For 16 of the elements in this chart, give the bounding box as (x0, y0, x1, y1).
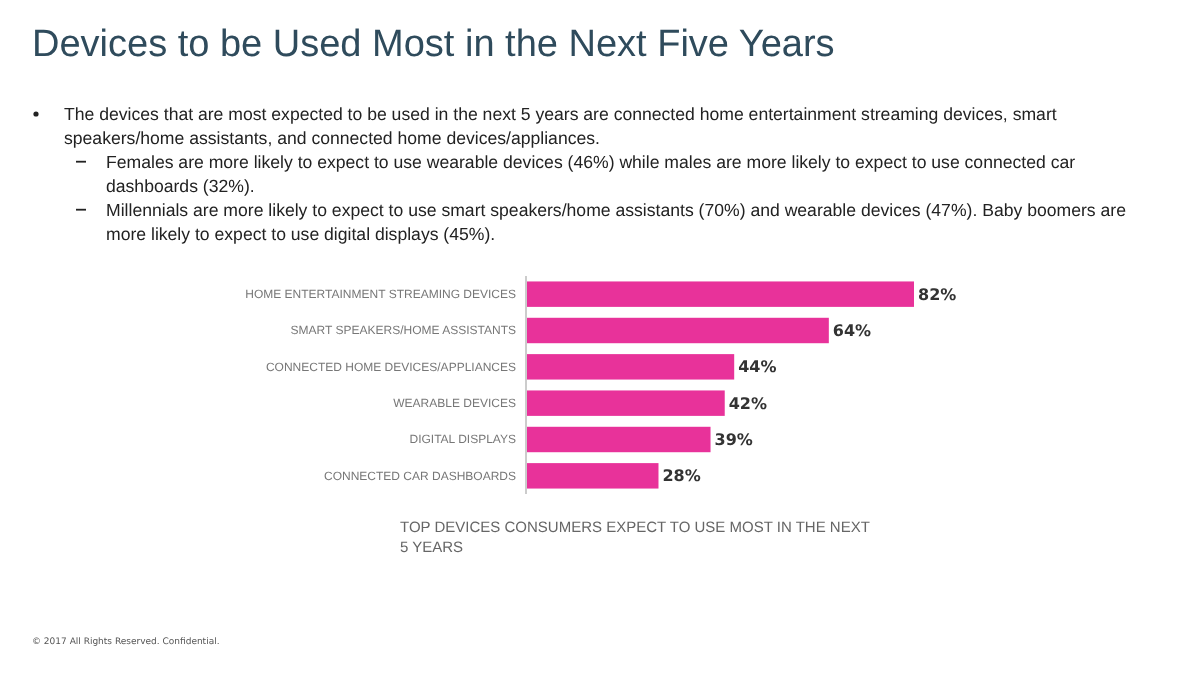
bar (526, 317, 829, 344)
data-label: 39% (714, 431, 753, 450)
data-label: 28% (662, 467, 701, 486)
bar (526, 463, 659, 489)
data-label: 42% (728, 394, 768, 413)
bar (526, 354, 735, 380)
data-label: 82% (918, 285, 957, 304)
text: The devices that are most expected to be used in the next 5 years are connected home entertainment streaming devices, smart speakers/home assistants, and connected home devices/appliances. (64, 104, 1058, 148)
data-label: 44% (738, 358, 777, 377)
bar (526, 281, 914, 307)
data-label: 64% (832, 322, 872, 341)
bar (526, 390, 725, 416)
bar (526, 426, 711, 453)
text: Females are more likely to expect to use wearable devices (46%) while males are more likely to expect to use connected car dashboards (32%). (106, 152, 1076, 196)
text: Millennials are more likely to expect to use smart speakers/home assistants (70%) and wearable devices (47%). Baby boomers are more likely to expect to use digital displays (45%). (106, 200, 1127, 244)
chart-title: Devices to be Used Most in the Next Five Years (32, 24, 835, 66)
